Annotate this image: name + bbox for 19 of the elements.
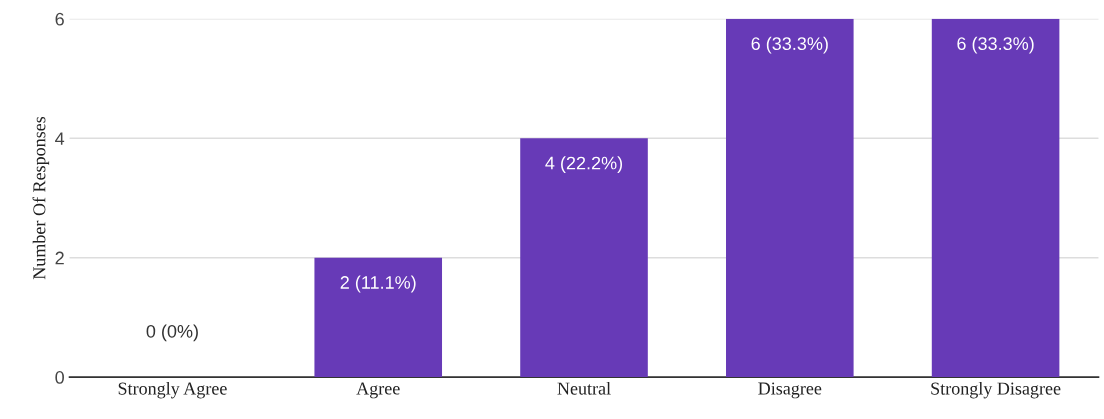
data-label: 2 (11.1%) — [340, 275, 416, 293]
y-tick-label: 4 — [55, 132, 65, 145]
bar — [931, 18, 1060, 378]
x-tick-label: Neutral — [557, 381, 611, 395]
y-axis-title: Number Of Responses — [32, 116, 50, 280]
x-tick-label: Disagree — [758, 382, 822, 399]
data-label: 6 (33.3%) — [751, 36, 828, 54]
x-tick-label: Strongly Disagree — [931, 381, 1061, 399]
y-tick-label: 0 — [55, 371, 64, 384]
x-tick-label: Strongly Agree — [118, 381, 227, 399]
y-tick-label: 2 — [55, 251, 64, 265]
data-label: 4 (22.2%) — [545, 156, 623, 173]
data-label: 6 (33.3%) — [957, 36, 1034, 54]
x-tick-label: Agree — [356, 382, 400, 399]
data-label: 0 (0%) — [146, 324, 198, 342]
bar — [520, 138, 648, 378]
y-tick-label: 6 — [55, 12, 64, 26]
bar — [314, 257, 443, 378]
bar — [726, 18, 854, 378]
